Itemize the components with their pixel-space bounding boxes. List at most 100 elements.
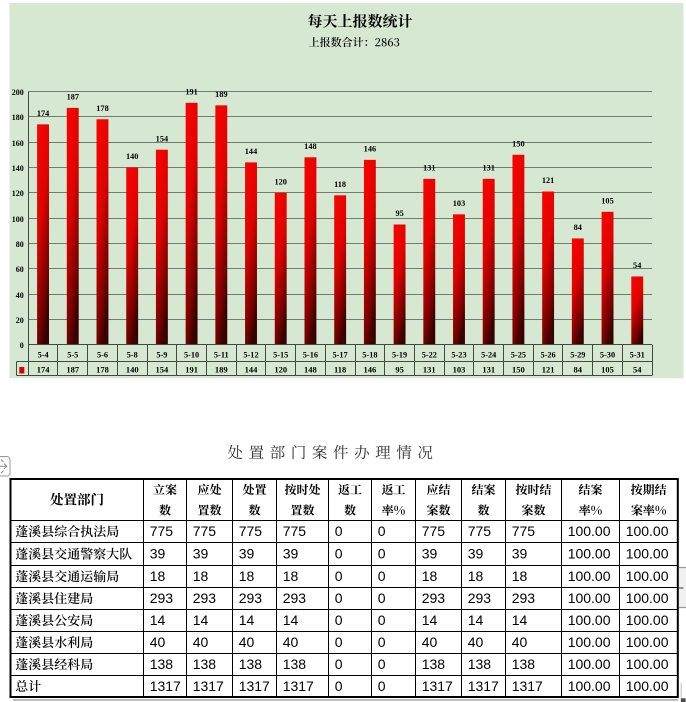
svg-text:187: 187 — [67, 93, 79, 102]
svg-text:100.00: 100.00 — [626, 634, 669, 650]
svg-text:178: 178 — [96, 104, 108, 113]
svg-text:100.00: 100.00 — [626, 546, 669, 562]
svg-text:100.00: 100.00 — [568, 523, 611, 539]
svg-text:174: 174 — [37, 364, 51, 374]
svg-text:1317: 1317 — [283, 678, 314, 694]
svg-text:105: 105 — [601, 364, 614, 374]
svg-text:138: 138 — [422, 656, 446, 672]
svg-text:118: 118 — [334, 180, 346, 189]
svg-text:0: 0 — [335, 590, 343, 606]
svg-text:140: 140 — [126, 152, 138, 161]
svg-text:14: 14 — [468, 612, 484, 628]
svg-text:100.00: 100.00 — [568, 678, 611, 694]
svg-text:95: 95 — [395, 364, 404, 374]
svg-text:120: 120 — [274, 364, 287, 374]
svg-text:180: 180 — [12, 113, 24, 122]
svg-text:100.00: 100.00 — [626, 612, 669, 628]
svg-text:100.00: 100.00 — [626, 568, 669, 584]
svg-text:18: 18 — [239, 568, 255, 584]
svg-text:775: 775 — [468, 523, 492, 539]
svg-text:18: 18 — [283, 568, 299, 584]
svg-text:118: 118 — [334, 364, 346, 374]
svg-text:131: 131 — [482, 164, 494, 173]
svg-text:140: 140 — [12, 164, 24, 173]
svg-text:39: 39 — [422, 546, 438, 562]
svg-text:775: 775 — [239, 523, 263, 539]
svg-text:39: 39 — [193, 546, 209, 562]
svg-text:5-15: 5-15 — [273, 351, 288, 360]
svg-text:40: 40 — [193, 634, 209, 650]
svg-text:54: 54 — [633, 364, 642, 374]
svg-text:120: 120 — [12, 189, 24, 198]
svg-text:14: 14 — [239, 612, 255, 628]
svg-text:154: 154 — [156, 364, 170, 374]
svg-text:0: 0 — [335, 634, 343, 650]
svg-text:80: 80 — [16, 240, 24, 249]
svg-text:5-5: 5-5 — [67, 351, 78, 360]
svg-text:5-9: 5-9 — [156, 351, 167, 360]
svg-text:100.00: 100.00 — [568, 590, 611, 606]
svg-text:775: 775 — [283, 523, 307, 539]
svg-text:100: 100 — [12, 215, 24, 224]
svg-text:1317: 1317 — [512, 678, 543, 694]
svg-text:146: 146 — [364, 364, 377, 374]
svg-text:100.00: 100.00 — [626, 590, 669, 606]
svg-text:200: 200 — [12, 88, 24, 97]
svg-text:39: 39 — [468, 546, 484, 562]
svg-text:5-10: 5-10 — [184, 351, 199, 360]
svg-text:14: 14 — [283, 612, 299, 628]
svg-text:5-23: 5-23 — [451, 351, 466, 360]
svg-text:150: 150 — [512, 139, 524, 148]
svg-text:5-26: 5-26 — [540, 351, 555, 360]
svg-text:103: 103 — [453, 364, 466, 374]
svg-text:5-30: 5-30 — [600, 351, 615, 360]
svg-text:18: 18 — [512, 568, 528, 584]
svg-text:1317: 1317 — [468, 678, 499, 694]
svg-text:18: 18 — [422, 568, 438, 584]
svg-text:5-6: 5-6 — [97, 351, 108, 360]
svg-text:95: 95 — [395, 209, 403, 218]
svg-text:60: 60 — [16, 265, 24, 274]
svg-text:0: 0 — [335, 678, 343, 694]
svg-text:0: 0 — [378, 546, 386, 562]
svg-text:293: 293 — [468, 590, 492, 606]
svg-text:138: 138 — [283, 656, 307, 672]
svg-text:775: 775 — [150, 523, 174, 539]
svg-text:5-11: 5-11 — [214, 351, 229, 360]
svg-text:40: 40 — [150, 634, 166, 650]
svg-text:140: 140 — [126, 364, 139, 374]
svg-text:187: 187 — [66, 364, 80, 374]
svg-text:1317: 1317 — [422, 678, 453, 694]
svg-text:5-18: 5-18 — [362, 351, 377, 360]
svg-text:154: 154 — [156, 134, 168, 143]
svg-text:39: 39 — [150, 546, 166, 562]
svg-text:54: 54 — [633, 261, 641, 270]
svg-text:39: 39 — [512, 546, 528, 562]
svg-text:131: 131 — [423, 164, 435, 173]
svg-text:40: 40 — [422, 634, 438, 650]
svg-text:189: 189 — [215, 90, 227, 99]
svg-text:148: 148 — [304, 364, 317, 374]
svg-text:775: 775 — [512, 523, 536, 539]
svg-text:0: 0 — [378, 656, 386, 672]
svg-text:0: 0 — [378, 568, 386, 584]
svg-text:5-31: 5-31 — [630, 351, 645, 360]
svg-text:5-8: 5-8 — [127, 351, 138, 360]
svg-text:100.00: 100.00 — [568, 656, 611, 672]
svg-text:0: 0 — [335, 546, 343, 562]
svg-text:138: 138 — [512, 656, 536, 672]
svg-text:39: 39 — [283, 546, 299, 562]
svg-text:5-12: 5-12 — [243, 351, 258, 360]
svg-text:144: 144 — [245, 364, 259, 374]
svg-text:0: 0 — [335, 568, 343, 584]
svg-text:189: 189 — [215, 364, 228, 374]
svg-text:18: 18 — [468, 568, 484, 584]
svg-text:0: 0 — [378, 634, 386, 650]
svg-text:293: 293 — [512, 590, 536, 606]
svg-text:0: 0 — [378, 523, 386, 539]
svg-text:150: 150 — [512, 364, 525, 374]
svg-text:146: 146 — [364, 144, 376, 153]
svg-text:148: 148 — [304, 142, 316, 151]
svg-text:1317: 1317 — [150, 678, 181, 694]
svg-text:18: 18 — [150, 568, 166, 584]
